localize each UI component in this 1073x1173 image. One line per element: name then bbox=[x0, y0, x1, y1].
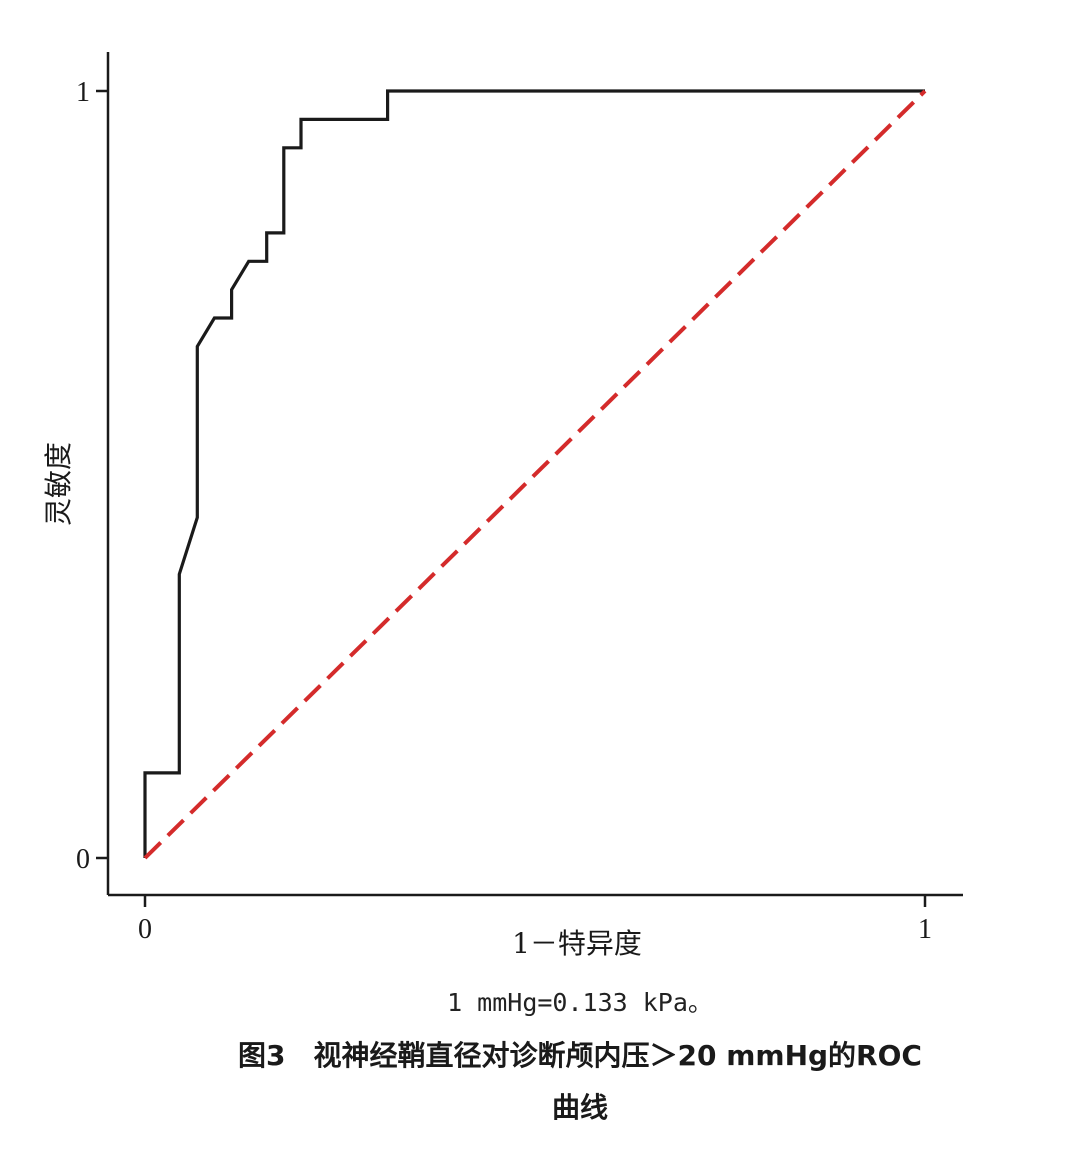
x-tick-label: 0 bbox=[138, 914, 152, 945]
chart-labels: 0 1 0 1 1－特异度 灵敏度 bbox=[42, 77, 932, 960]
y-tick-label: 1 bbox=[76, 77, 90, 108]
unit-note: 1 mmHg=0.133 kPa。 bbox=[447, 988, 713, 1017]
x-axis-title: 1－特异度 bbox=[512, 927, 642, 960]
figure-caption-line2: 曲线 bbox=[551, 1091, 608, 1124]
reference-diagonal-line bbox=[143, 89, 927, 860]
roc-curve-line bbox=[143, 89, 925, 858]
roc-chart: 0 1 0 1 1－特异度 灵敏度 bbox=[42, 52, 963, 960]
x-tick-label: 1 bbox=[918, 914, 932, 945]
y-axis-title: 灵敏度 bbox=[42, 442, 75, 526]
chart-axes bbox=[96, 52, 963, 907]
chart-series bbox=[143, 89, 927, 860]
y-tick-label: 0 bbox=[76, 844, 90, 875]
figure-caption-line1: 图3 视神经鞘直径对诊断颅内压＞20 mmHg的ROC bbox=[238, 1039, 922, 1072]
